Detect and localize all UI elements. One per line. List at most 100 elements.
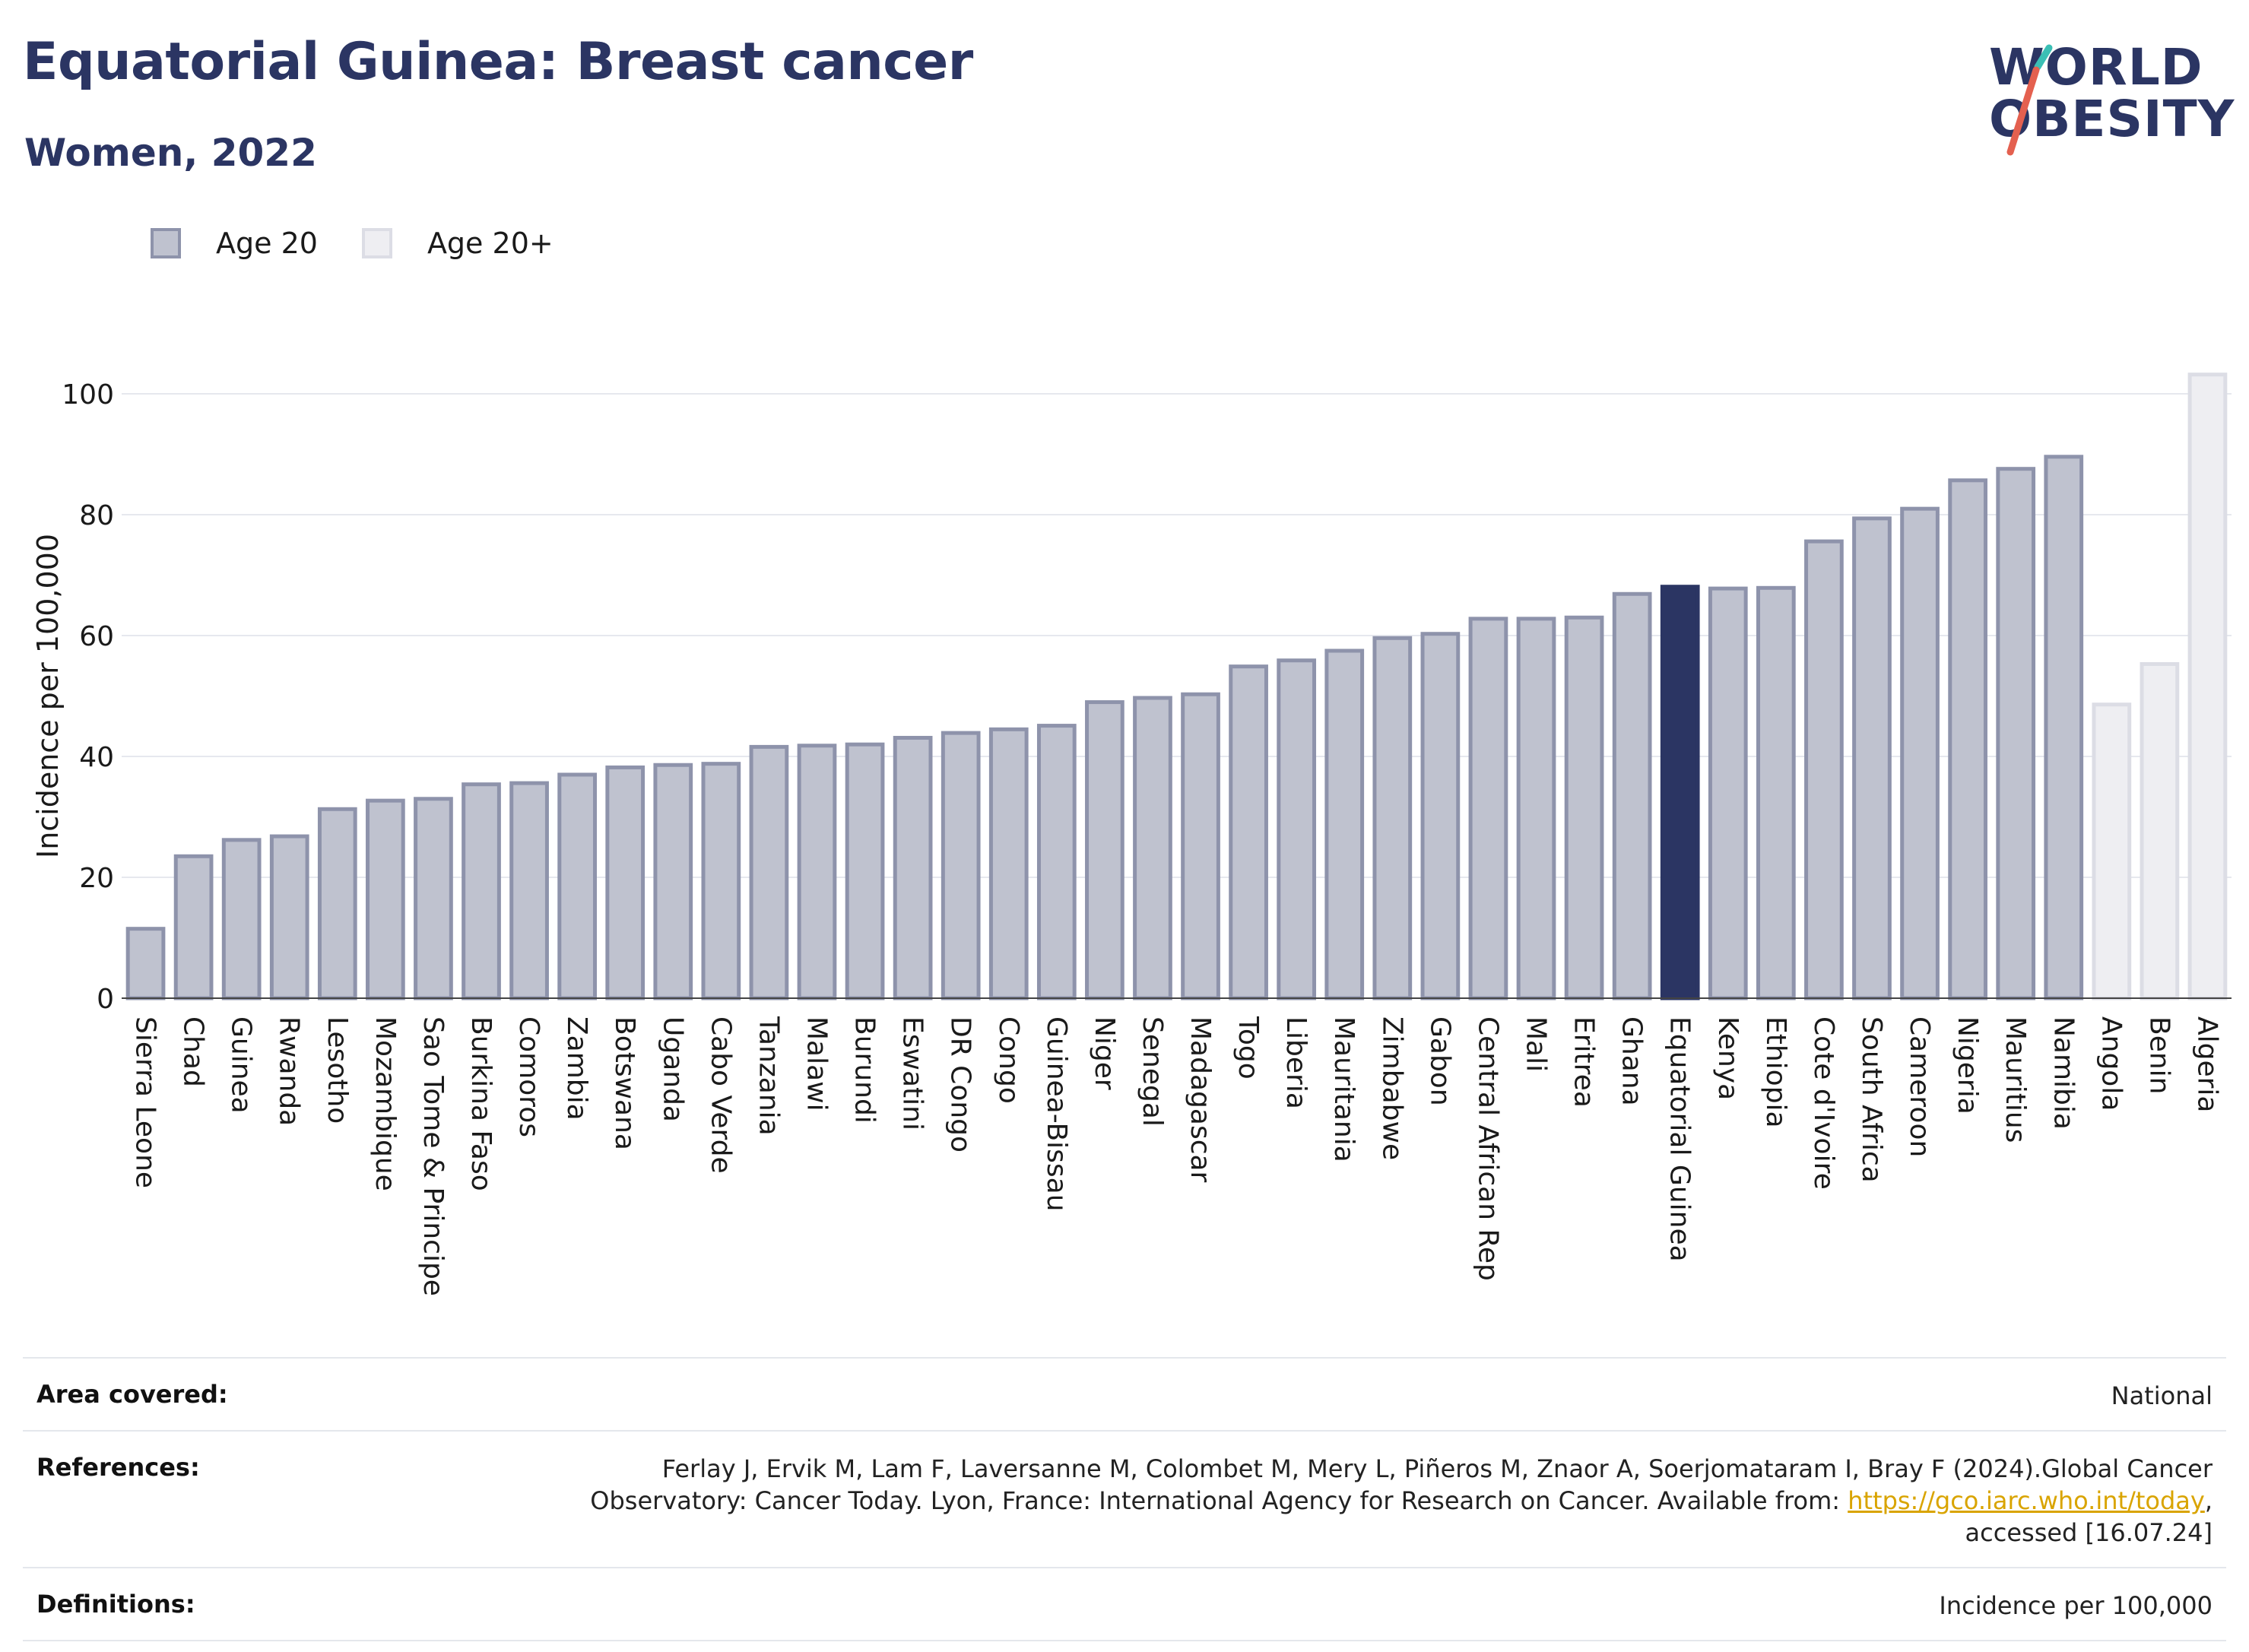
- y-tick-label: 0: [97, 984, 114, 1015]
- area-covered-value: National: [2111, 1381, 2213, 1410]
- bar: [221, 838, 262, 1000]
- bar: [1804, 539, 1844, 1000]
- references-line-2-text: Observatory: Cancer Today. Lyon, France:…: [590, 1486, 1848, 1515]
- x-tick-label: Cote d'Ivoire: [1808, 1016, 1839, 1190]
- chart-footer: Area covered: National References: Ferla…: [23, 1357, 2226, 1641]
- chart-legend: Age 20 Age 20+: [151, 227, 598, 260]
- x-tick-label: Kenya: [1712, 1016, 1743, 1100]
- bar: [988, 727, 1029, 1000]
- legend-swatch-age-20: [151, 228, 181, 258]
- bar: [1708, 586, 1748, 1000]
- bar: [125, 927, 166, 1000]
- bar: [414, 797, 453, 1000]
- bar: [1660, 585, 1700, 1000]
- bar: [1756, 585, 1796, 1000]
- bar: [941, 731, 981, 1000]
- footer-row-definitions: Definitions: Incidence per 100,000: [23, 1567, 2226, 1641]
- x-tick-label: Lesotho: [322, 1016, 353, 1124]
- x-tick-label: Chad: [178, 1016, 209, 1087]
- x-tick-label: Central African Rep: [1472, 1016, 1503, 1281]
- bar: [1133, 696, 1172, 1000]
- x-tick-label: Mali: [1521, 1016, 1552, 1072]
- chart-subtitle: Women, 2022: [24, 131, 317, 175]
- x-tick-label: Zambia: [561, 1016, 592, 1121]
- bar: [462, 782, 501, 1000]
- x-tick-label: Mauritania: [1328, 1016, 1359, 1162]
- references-value: Ferlay J, Ervik M, Lam F, Laversanne M, …: [590, 1453, 2213, 1549]
- x-tick-label: Niger: [1089, 1016, 1120, 1090]
- bar: [1229, 664, 1268, 1000]
- bar: [1468, 617, 1508, 1000]
- bar: [1900, 506, 1940, 1000]
- bar: [2044, 455, 2084, 1000]
- bar: [1564, 615, 1604, 1000]
- bar: [605, 765, 646, 1000]
- bar: [797, 744, 837, 1000]
- bar: [1277, 658, 1317, 1000]
- area-covered-label: Area covered:: [36, 1380, 228, 1409]
- bar: [317, 807, 357, 1000]
- legend-item-age-20: Age 20: [151, 227, 318, 260]
- definitions-label: Definitions:: [36, 1590, 195, 1619]
- bar: [1948, 478, 1987, 1000]
- bar: [1181, 692, 1220, 1000]
- x-tick-label: Guinea: [226, 1016, 257, 1114]
- x-tick-label: Liberia: [1280, 1016, 1312, 1109]
- x-tick-label: Senegal: [1137, 1016, 1168, 1127]
- x-tick-label: Comoros: [513, 1016, 544, 1137]
- x-tick-label: Congo: [993, 1016, 1024, 1104]
- bar: [2092, 702, 2132, 1000]
- logo-slash-icon: [2006, 44, 2053, 156]
- bar: [1036, 724, 1077, 1000]
- world-obesity-logo: WORLD OBESITY: [1977, 23, 2235, 163]
- x-tick-label: Equatorial Guinea: [1664, 1016, 1695, 1262]
- x-tick-label: Zimbabwe: [1376, 1016, 1407, 1160]
- logo-line-2: OBESITY: [1989, 90, 2235, 148]
- bar: [366, 798, 405, 1000]
- bar: [1420, 632, 1461, 1000]
- bar: [653, 763, 693, 1000]
- y-tick-label: 20: [79, 863, 114, 894]
- references-line-1: Ferlay J, Ervik M, Lam F, Laversanne M, …: [661, 1454, 2213, 1483]
- references-line-2: Observatory: Cancer Today. Lyon, France:…: [590, 1485, 2213, 1517]
- bar-chart: 0 20 40 60 80 100 Incidence per 100,000 Sierra …: [31, 373, 2232, 1296]
- bar: [1996, 467, 2036, 1000]
- x-tick-label: Botswana: [609, 1016, 640, 1150]
- bar: [845, 742, 885, 1000]
- x-tick-label: Ghana: [1616, 1016, 1648, 1106]
- x-tick-label: Gabon: [1424, 1016, 1455, 1106]
- bar: [1516, 617, 1556, 1000]
- x-tick-label: Cabo Verde: [705, 1016, 736, 1174]
- x-tick-label: DR Congo: [945, 1016, 976, 1153]
- x-tick-label: Angola: [2095, 1016, 2127, 1111]
- footer-row-area: Area covered: National: [23, 1357, 2226, 1430]
- legend-swatch-age-20-plus: [361, 228, 392, 258]
- footer-row-references: References: Ferlay J, Ervik M, Lam F, La…: [23, 1430, 2226, 1567]
- bar: [749, 744, 789, 1000]
- references-label: References:: [36, 1453, 200, 1482]
- x-tick-label: Burundi: [849, 1016, 880, 1124]
- x-tick-label: Cameroon: [1904, 1016, 1935, 1157]
- bar: [1324, 648, 1365, 1000]
- x-tick-label: South Africa: [1856, 1016, 1887, 1183]
- x-tick-label: Sao Tome & Principe: [417, 1016, 449, 1296]
- bar: [1852, 516, 1892, 1000]
- y-axis-label: Incidence per 100,000: [31, 534, 65, 858]
- bar: [893, 735, 933, 1000]
- y-tick-label: 60: [79, 621, 114, 652]
- x-tick-label: Guinea-Bissau: [1041, 1016, 1072, 1212]
- y-tick-label: 80: [79, 500, 114, 531]
- references-link[interactable]: https://gco.iarc.who.int/today: [1848, 1486, 2205, 1515]
- bar: [2140, 661, 2180, 1000]
- legend-label-age-20: Age 20: [216, 227, 318, 260]
- x-tick-label: Algeria: [2191, 1016, 2222, 1113]
- x-tick-label: Burkina Faso: [465, 1016, 496, 1191]
- legend-label-age-20-plus: Age 20+: [427, 227, 554, 260]
- bar: [509, 781, 549, 1000]
- y-tick-label: 40: [79, 742, 114, 773]
- x-tick-label: Mozambique: [370, 1016, 401, 1191]
- x-tick-label: Mauritius: [2000, 1016, 2031, 1143]
- x-tick-label: Eritrea: [1569, 1016, 1600, 1108]
- legend-item-age-20-plus: Age 20+: [361, 227, 554, 260]
- bar: [269, 834, 309, 1000]
